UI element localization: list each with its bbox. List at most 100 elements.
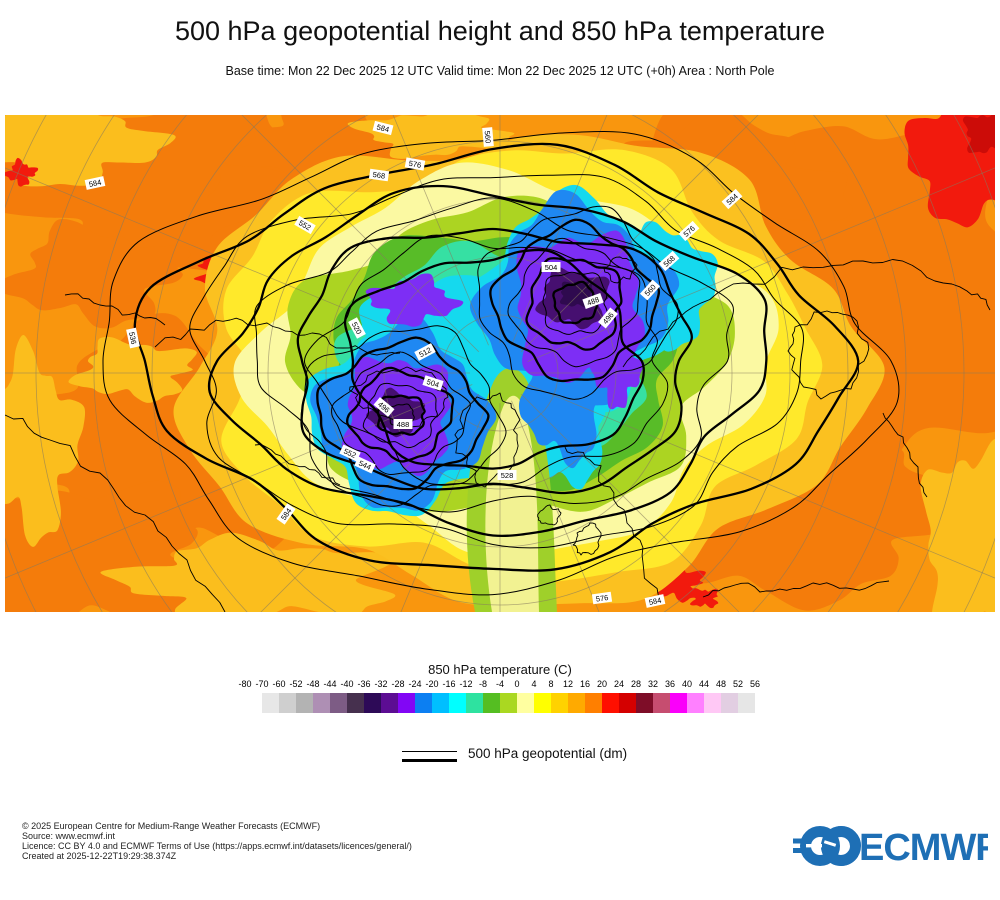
- colorbar-cell: [279, 693, 296, 713]
- svg-text:584: 584: [376, 122, 390, 134]
- temperature-tick: -28: [391, 679, 405, 689]
- contour-labels: 5845845845845845765765765685685605605525…: [84, 120, 743, 608]
- footer-attribution: © 2025 European Centre for Medium-Range …: [22, 821, 412, 861]
- colorbar-cell: [517, 693, 534, 713]
- temperature-tick: 36: [664, 679, 675, 689]
- temperature-tick: -36: [357, 679, 371, 689]
- source-line: Source: www.ecmwf.int: [22, 831, 116, 841]
- temperature-tick: 4: [531, 679, 537, 689]
- ecmwf-emblem-icon: [793, 826, 861, 866]
- temperature-tick: 16: [579, 679, 590, 689]
- svg-text:528: 528: [501, 471, 514, 480]
- colorbar-cell: [534, 693, 551, 713]
- colorbar-cell: [313, 693, 330, 713]
- contour-label: 568: [368, 168, 390, 182]
- weather-map-canvas: 5845845845845845765765765685685605605525…: [5, 115, 995, 612]
- validity-subtitle: Base time: Mon 22 Dec 2025 12 UTC Valid …: [225, 64, 775, 78]
- temperature-tick: -4: [495, 679, 504, 689]
- licence-line[interactable]: Licence: CC BY 4.0 and ECMWF Terms of Us…: [22, 841, 412, 851]
- contour-label: 552: [339, 444, 361, 462]
- temperature-tick: 0: [514, 679, 520, 689]
- contour-label: 584: [372, 120, 394, 136]
- weather-map: 584 584 584 584 584 576 576 576 568 568 560 560 552 5…: [5, 115, 995, 612]
- colorbar-cell: [398, 693, 415, 713]
- svg-text:560: 560: [483, 130, 493, 143]
- temperature-tick: 52: [732, 679, 743, 689]
- ecmwf-logo-text: ECMWF: [859, 827, 988, 869]
- geopotential-legend: 500 hPa geopotential (dm): [0, 744, 1000, 774]
- svg-text:536: 536: [127, 331, 138, 345]
- temperature-tick: 12: [562, 679, 573, 689]
- colorbar-cell: [721, 693, 738, 713]
- temperature-tick: -24: [408, 679, 422, 689]
- temperature-colorbar: [245, 693, 755, 713]
- temperature-legend-ticks: -80 -70 -60 -52 -48 -44 -40 -36 -32 -28 -24 -20 -16-…: [238, 679, 760, 691]
- svg-text:488: 488: [397, 420, 410, 429]
- temperature-tick: 48: [715, 679, 726, 689]
- contour-label: 576: [404, 157, 426, 171]
- temperature-shading: [5, 115, 995, 612]
- temperature-tick: -70: [255, 679, 269, 689]
- colorbar-cell: [704, 693, 721, 713]
- temperature-tick: -20: [425, 679, 439, 689]
- coastlines: [5, 256, 991, 612]
- colorbar-cell: [330, 693, 347, 713]
- contour-label: 488: [582, 293, 604, 309]
- ecmwf-logo: ECMWF: [793, 822, 999, 870]
- svg-text:576: 576: [408, 159, 422, 170]
- contour-label: 504: [541, 262, 561, 272]
- temperature-tick: 56: [749, 679, 760, 689]
- created-line: Created at 2025-12-22T19:29:38.374Z: [22, 851, 177, 861]
- colorbar-cell: [432, 693, 449, 713]
- contour-label: 576: [591, 591, 613, 605]
- temperature-tick: 40: [681, 679, 692, 689]
- temperature-tick: -48: [306, 679, 320, 689]
- colorbar-cell: [466, 693, 483, 713]
- contour-label: 488: [393, 419, 413, 429]
- svg-text:488: 488: [586, 295, 601, 308]
- colorbar-cell: [364, 693, 381, 713]
- temperature-tick: -44: [323, 679, 337, 689]
- colorbar-cell: [449, 693, 466, 713]
- page-title: 500 hPa geopotential height and 850 hPa …: [174, 16, 825, 46]
- colorbar-cell: [738, 693, 755, 713]
- contour-label: 584: [644, 594, 666, 608]
- temperature-tick: 8: [548, 679, 554, 689]
- contour-label: 560: [482, 127, 494, 147]
- svg-text:584: 584: [648, 596, 662, 607]
- temperature-tick: -32: [374, 679, 388, 689]
- colorbar-cell: [619, 693, 636, 713]
- colorbar-cell: [245, 693, 262, 713]
- svg-text:568: 568: [372, 170, 386, 181]
- temperature-tick: -12: [459, 679, 473, 689]
- svg-text:504: 504: [426, 377, 441, 389]
- colorbar-cell: [296, 693, 313, 713]
- svg-text:576: 576: [595, 593, 609, 604]
- temperature-tick: -16: [442, 679, 456, 689]
- temperature-tick: 32: [647, 679, 658, 689]
- colorbar-cell: [381, 693, 398, 713]
- temperature-legend-title: 850 hPa temperature (C): [428, 662, 572, 677]
- svg-text:584: 584: [88, 178, 102, 189]
- temperature-legend: 850 hPa temperature (C) -80 -70 -60 -52 -48-…: [0, 662, 1000, 713]
- colorbar-cell: [568, 693, 585, 713]
- temperature-tick: -52: [289, 679, 303, 689]
- colorbar-cell: [653, 693, 670, 713]
- contour-label: 544: [354, 456, 376, 474]
- geopotential-legend-label: 500 hPa geopotential (dm): [468, 746, 628, 761]
- colorbar-cell: [670, 693, 687, 713]
- colorbar-cell: [415, 693, 432, 713]
- svg-text:504: 504: [545, 263, 558, 272]
- temperature-tick: 20: [596, 679, 607, 689]
- contour-line-symbol: [402, 750, 457, 764]
- contour-label: 528: [497, 470, 517, 480]
- temperature-tick: 28: [630, 679, 641, 689]
- temperature-tick: 44: [698, 679, 709, 689]
- temperature-tick: 24: [613, 679, 624, 689]
- contour-label: 504: [422, 375, 444, 391]
- colorbar-cell: [585, 693, 602, 713]
- contour-label: 536: [126, 327, 140, 349]
- colorbar-cell: [636, 693, 653, 713]
- colorbar-cell: [347, 693, 364, 713]
